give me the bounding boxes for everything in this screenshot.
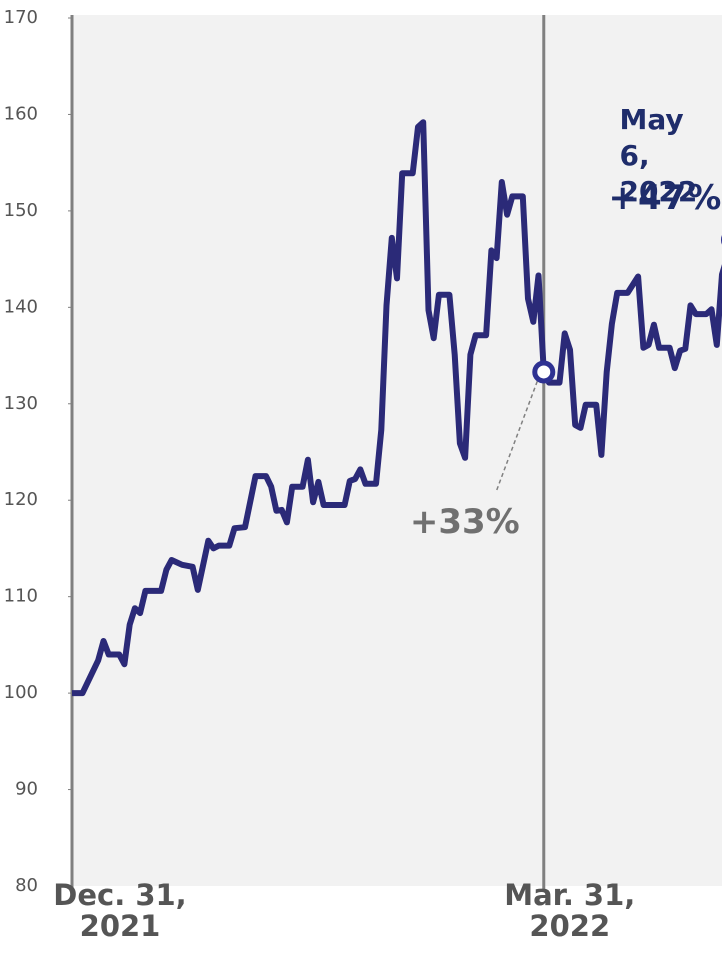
y-tick-label: 140	[4, 296, 38, 317]
annotation-leader	[496, 379, 539, 491]
x-tick-label: Mar. 31, 2022	[504, 878, 636, 943]
annotation-point	[532, 360, 556, 384]
y-tick-label: 80	[15, 875, 38, 896]
y-tick-label: 90	[15, 779, 38, 800]
y-tick-label: 170	[4, 7, 38, 28]
annotation: May 6, 2022	[619, 102, 698, 208]
x-tick-label: Dec. 31, 2021	[53, 878, 187, 943]
y-tick-label: 100	[4, 682, 38, 703]
annotation: +33%	[409, 501, 520, 542]
y-tick-label: 110	[4, 586, 38, 607]
annotation: +47%	[608, 177, 722, 218]
plot-background	[72, 15, 722, 886]
y-tick-label: 120	[4, 489, 38, 510]
data-line	[72, 119, 722, 697]
y-tick-label: 150	[4, 200, 38, 221]
y-tick-label: 130	[4, 393, 38, 414]
y-tick-label: 160	[4, 103, 38, 124]
